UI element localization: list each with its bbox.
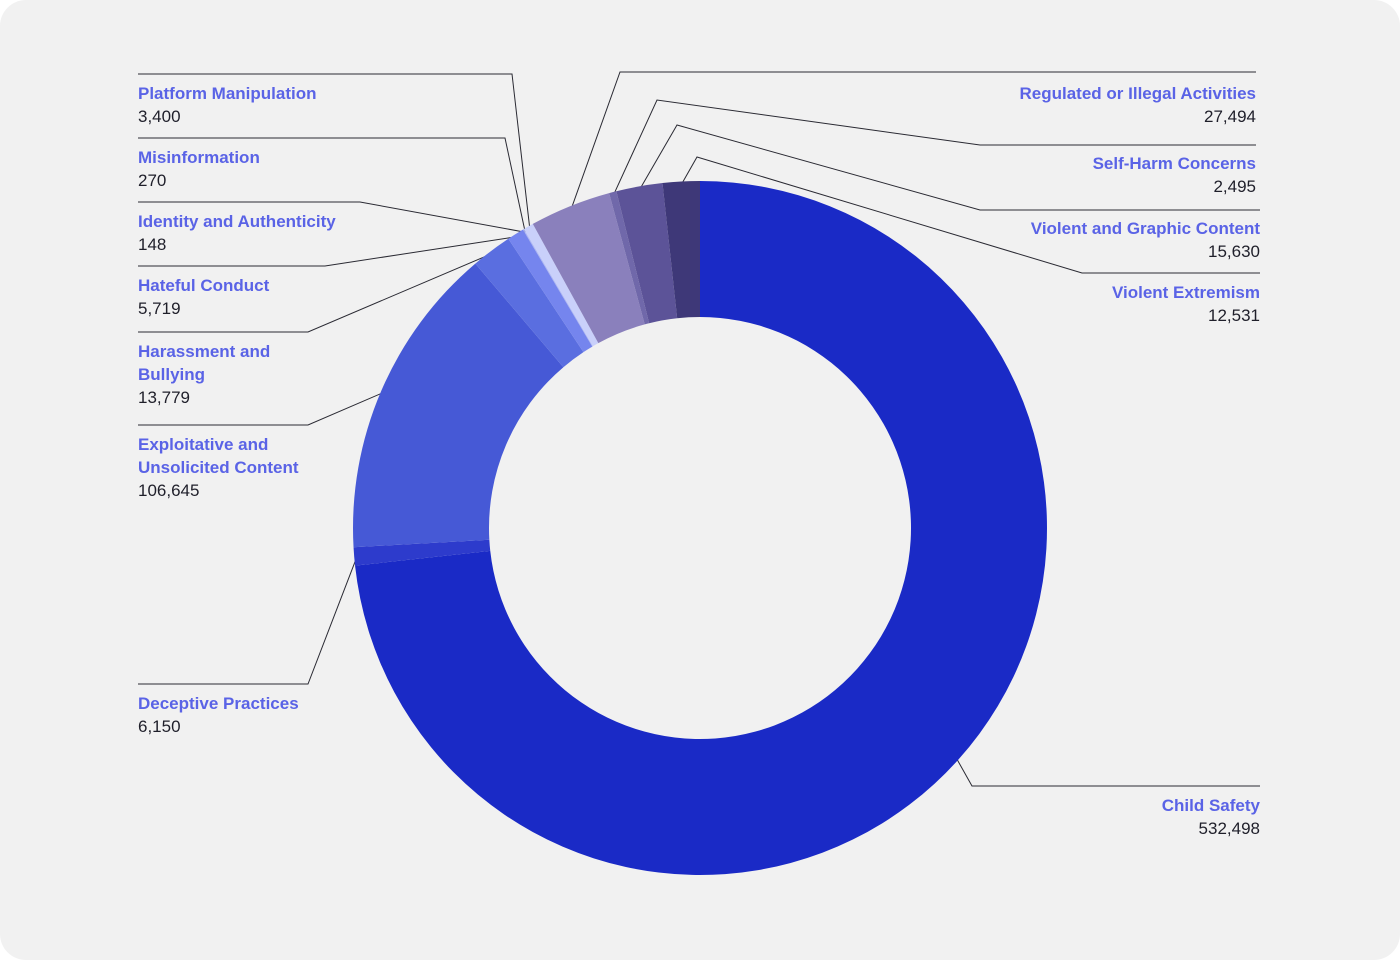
slice-hateful-conduct [508, 229, 593, 353]
leader-exploitative-and-unsolicited-content [138, 391, 385, 426]
slice-self-harm-concerns [609, 191, 650, 325]
value-deceptive-practices: 6,150 [138, 717, 181, 736]
value-self-harm-concerns: 2,495 [1213, 177, 1256, 196]
slice-violent-extremism [662, 181, 700, 319]
label-hateful-conduct: Hateful Conduct [138, 276, 270, 295]
label-misinformation: Misinformation [138, 148, 260, 167]
slice-platform-manipulation [523, 223, 599, 347]
leader-misinformation [138, 137, 526, 232]
value-identity-and-authenticity: 148 [138, 235, 166, 254]
slice-deceptive-practices [353, 539, 491, 566]
label-violent-extremism: Violent Extremism [1112, 283, 1260, 302]
leader-regulated-or-illegal-activities [570, 71, 1256, 210]
label-child-safety: Child Safety [1162, 796, 1261, 815]
label-violent-and-graphic-content: Violent and Graphic Content [1031, 219, 1261, 238]
value-platform-manipulation: 3,400 [138, 107, 181, 126]
label-exploitative-and-unsolicited-content: Exploitative and Unsolicited Content [138, 435, 299, 477]
value-misinformation: 270 [138, 171, 166, 190]
slice-child-safety [355, 181, 1047, 875]
leader-lines [138, 71, 1260, 787]
label-deceptive-practices: Deceptive Practices [138, 694, 299, 713]
label-regulated-or-illegal-activities: Regulated or Illegal Activities [1020, 84, 1257, 103]
value-violent-extremism: 12,531 [1208, 306, 1260, 325]
slice-misinformation [523, 228, 593, 347]
value-violent-and-graphic-content: 15,630 [1208, 242, 1260, 261]
slice-labels: Child Safety 532,498 Deceptive Practices 6,… [138, 84, 1261, 838]
leader-violent-and-graphic-content [639, 124, 1260, 211]
slice-harassment-and-bullying [475, 238, 584, 368]
label-platform-manipulation: Platform Manipulation [138, 84, 317, 103]
leader-deceptive-practices [138, 556, 358, 685]
leader-identity-and-authenticity [138, 201, 525, 233]
label-identity-and-authenticity: Identity and Authenticity [138, 212, 336, 231]
value-hateful-conduct: 5,719 [138, 299, 181, 318]
leader-platform-manipulation [138, 73, 531, 230]
leader-violent-extremism [680, 156, 1260, 274]
slice-regulated-or-illegal-activities [532, 193, 645, 344]
value-regulated-or-illegal-activities: 27,494 [1204, 107, 1256, 126]
slice-identity-and-authenticity [522, 229, 593, 347]
slice-violent-and-graphic-content [616, 183, 678, 324]
label-harassment-and-bullying: Harassment and Bullying [138, 342, 270, 384]
donut-slices [353, 181, 1047, 875]
leader-harassment-and-bullying [138, 252, 494, 333]
value-harassment-and-bullying: 13,779 [138, 388, 190, 407]
value-child-safety: 532,498 [1199, 819, 1260, 838]
leader-self-harm-concerns [613, 99, 1256, 196]
value-exploitative-and-unsolicited-content: 106,645 [138, 481, 199, 500]
slice-exploitative-and-unsolicited-content [353, 263, 564, 548]
leader-child-safety [955, 757, 1260, 787]
leader-hateful-conduct [138, 236, 518, 267]
label-self-harm-concerns: Self-Harm Concerns [1093, 154, 1256, 173]
